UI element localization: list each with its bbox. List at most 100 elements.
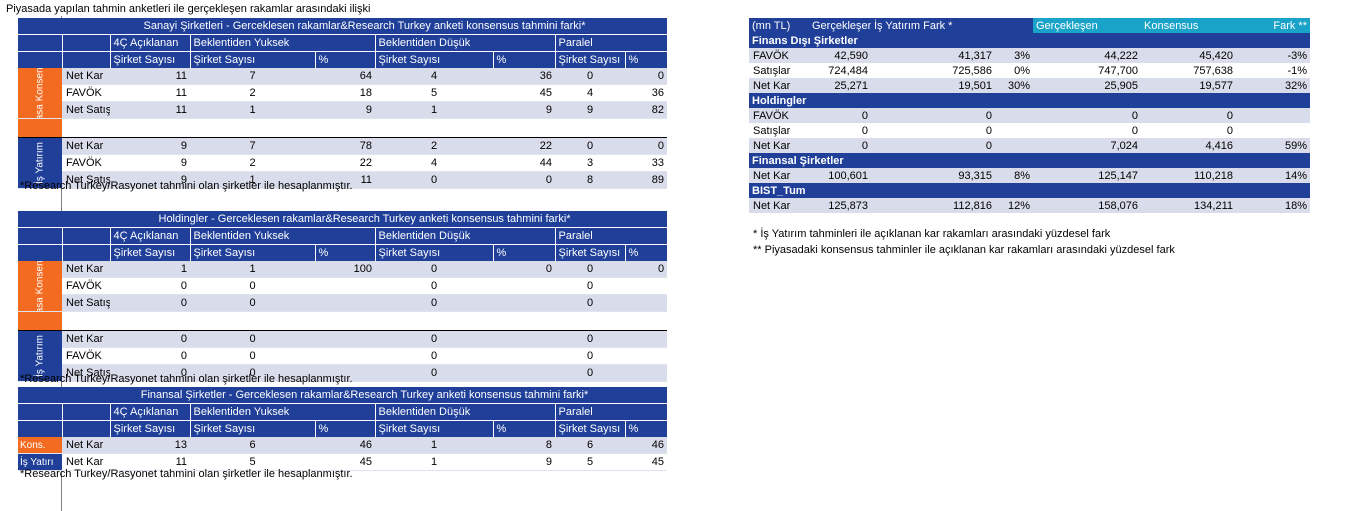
header-parallel: Paralel: [554, 403, 668, 421]
table-row: Net Kar 100,601 93,315 8% 125,147 110,218 14%: [749, 168, 1310, 183]
table-row: İş Yatırım Net Kar 9 7 78 2 22 0 0: [18, 137, 668, 189]
below-pct: 22: [493, 137, 555, 155]
above-count: 7: [190, 137, 315, 155]
holdings-table: Holdingler - Gerceklesen rakamlar&Resear…: [18, 211, 668, 382]
parallel-pct: [625, 277, 668, 295]
above-pct: 18: [315, 84, 375, 102]
row-label: Net Kar: [62, 437, 110, 454]
cell-g2: 0: [1131, 124, 1138, 137]
cell-g2: 0: [1033, 108, 1141, 123]
table-row: Net Satış 11 1 9 1 9 9 82: [18, 101, 668, 119]
cell-f1: 3%: [995, 48, 1033, 63]
table-row: Piyasa Konsensus Net Kar 1 1 100 0 0 0 0: [18, 261, 668, 312]
above-pct: 9: [315, 101, 375, 119]
header-count: Şirket Sayısı: [189, 420, 315, 437]
below-count: 4: [375, 154, 493, 172]
row-label: Net Satış: [62, 364, 110, 382]
table-row: Satışlar 724,484 725,586 0% 747,700 757,638 -1…: [749, 63, 1310, 78]
cell-g2: 7,024: [1033, 138, 1141, 153]
above-count: 1: [190, 261, 315, 278]
cell-label: Net Kar: [749, 198, 809, 213]
below-count: 0: [375, 294, 493, 312]
above-count: 0: [190, 277, 315, 295]
above-pct: [315, 277, 375, 295]
above-count: 2: [190, 154, 315, 172]
cell-is: 725,586: [952, 64, 992, 77]
row-group-text: İş Yatırım: [34, 142, 46, 184]
header-count: Şirket Sayısı: [189, 244, 315, 261]
below-count: 0: [375, 171, 493, 189]
below-pct: [493, 330, 555, 348]
cell-g1: 42,590: [809, 48, 871, 63]
cell-f2: -1%: [1287, 64, 1307, 77]
above-pct: [315, 364, 375, 382]
footnote: *Research Turkey/Rasyonet tahmini olan ş…: [20, 373, 353, 385]
cell-k: 0: [1141, 108, 1236, 123]
cell-k: 45,420: [1141, 48, 1236, 63]
count-4q: 1: [110, 261, 190, 278]
above-count: 1: [190, 171, 315, 189]
below-count: 4: [375, 68, 493, 85]
parallel-pct: [625, 294, 668, 312]
above-pct: [315, 330, 375, 348]
header-pct: %: [314, 420, 375, 437]
cell-g1: 125,873: [809, 198, 871, 213]
above-pct: 100: [315, 261, 375, 278]
count-4q: 11: [110, 101, 190, 119]
count-4q: 0: [110, 347, 190, 365]
profit-comparison-table: (mn TL) Gerçekleşen İş Yatırım Fark * Gerçe…: [749, 18, 1310, 213]
above-count: 0: [190, 347, 315, 365]
row-label: FAVÖK: [62, 277, 110, 295]
parallel-pct: [625, 330, 668, 348]
cell-g2: 125,147: [1033, 168, 1141, 183]
table-row: FAVÖK 11 2 18 5 45 4 36: [18, 84, 668, 102]
table-row: FAVÖK 0 0 0 0: [18, 347, 668, 365]
parallel-pct: 0: [625, 261, 668, 278]
cell-is: 19,501: [871, 78, 995, 93]
header-pct: %: [492, 51, 555, 68]
header-pct: %: [624, 420, 668, 437]
cell-f1: [995, 138, 1033, 153]
row-group-label: Piyasa Konsensus: [18, 261, 62, 312]
count-4q: 9: [110, 154, 190, 172]
above-pct: [315, 294, 375, 312]
table-row: Net Kar 0 0 7,024 4,416 59%: [749, 138, 1310, 153]
table-title: Finansal Şirketler - Gerceklesen rakamla…: [62, 387, 668, 404]
cell-k: 4,416: [1141, 138, 1236, 153]
header-pct: %: [624, 244, 668, 261]
column-header: Fark **: [1236, 18, 1310, 33]
below-count: 1: [375, 453, 493, 471]
parallel-count: 0: [555, 330, 625, 348]
parallel-pct: [625, 364, 668, 382]
table-row: FAVÖK 0 0 0 0: [749, 108, 1310, 123]
cell-g1: 0: [809, 138, 871, 153]
header-pct: %: [492, 244, 555, 261]
count-4q: 11: [110, 68, 190, 85]
header-count: Şirket Sayısı: [109, 244, 190, 261]
cell-f1: 8%: [995, 168, 1033, 183]
above-count: 0: [190, 364, 315, 382]
cell-label: Net Kar: [749, 168, 809, 183]
cell-f2: -3%: [1236, 48, 1310, 63]
column-header: İş Yatırım Fark *: [871, 18, 995, 33]
below-pct: 44: [493, 154, 555, 172]
header-above: Beklentiden Yuksek: [189, 227, 375, 245]
above-pct: 45: [315, 453, 375, 471]
above-count: 1: [190, 101, 315, 119]
below-count: 0: [375, 347, 493, 365]
above-count: 5: [190, 453, 315, 471]
table-row: FAVÖK 42,590 41,317 3% 44,222 45,420 -3%: [749, 48, 1310, 63]
cell-f2: [1236, 123, 1310, 138]
cell-k: 0: [1226, 124, 1233, 137]
above-count: 0: [190, 330, 315, 348]
count-4q: 9: [110, 171, 190, 189]
row-label: Net Kar: [62, 137, 110, 155]
table-row: Net Satış 0 0 0 0: [18, 294, 668, 312]
count-4q: 9: [110, 137, 190, 155]
count-4q: 0: [110, 330, 190, 348]
header-pct: %: [624, 51, 668, 68]
count-4q: 0: [110, 364, 190, 382]
cell-is: 0: [985, 124, 992, 137]
cell-is: 0: [871, 108, 995, 123]
page-title: Piyasada yapılan tahmin anketleri ile ge…: [6, 3, 371, 15]
